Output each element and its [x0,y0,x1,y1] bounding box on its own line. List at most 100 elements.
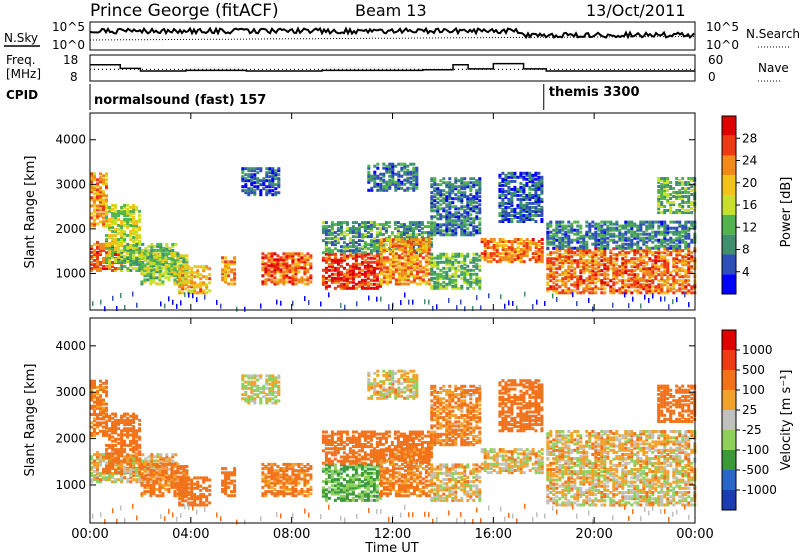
power-echo-cell [472,205,475,208]
power-echo-cell [132,292,134,297]
power-echo-cell [288,280,291,283]
velocity-echo-cell [99,380,102,383]
power-echo-cell [102,198,105,201]
power-echo-cell [102,257,105,260]
power-echo-cell [111,234,114,237]
power-echo-cell [117,228,120,231]
power-echo-cell [463,267,466,270]
power-echo-cell [684,259,687,262]
velocity-echo-cells [90,370,696,525]
power-echo-cell [407,250,410,253]
power-echo-cell [469,259,472,262]
power-echo-cell [376,239,379,242]
power-echo-cell [358,263,361,266]
power-echo-cell [549,235,552,238]
power-echo-cell [253,189,256,192]
power-echo-cell [681,205,684,208]
power-echo-cell [618,265,621,268]
noise-right-tick-top: 10^5 [706,20,739,34]
power-echo-cell [522,184,525,187]
power-echo-cell [379,227,382,230]
power-echo-cell [105,204,108,207]
power-echo-cell [588,259,591,262]
power-echo-cell [475,201,478,204]
power-echo-cell [615,241,618,244]
freq-panel: Freq. [MHz] 18 8 60 0 Nave [6,53,789,84]
power-echo-cell [564,289,567,292]
power-echo-cell [367,221,370,224]
power-echo-cell [370,283,373,286]
power-echo-cell [490,252,493,255]
power-echo-cell [138,240,141,243]
power-echo-cell [171,249,174,252]
power-echo-cell [404,258,407,261]
power-echo-cell [579,245,582,248]
power-echo-cell [525,214,528,217]
power-echo-cell [654,271,657,274]
power-echo-cell [639,233,642,236]
power-echo-cell [250,167,253,170]
power-echo-cell [413,238,416,241]
power-echo-cell [138,214,141,217]
power-echo-cell [413,260,416,263]
power-echo-cell [654,251,657,254]
power-echo-cell [600,259,603,262]
power-echo-cell [457,179,460,182]
power-echo-cell [173,260,176,263]
power-echo-cell [331,237,334,240]
power-echo-cell [409,163,412,166]
power-echo-cell [322,225,325,228]
power-echo-cell [448,257,451,260]
power-echo-cell [651,263,654,266]
power-echo-cell [184,292,186,297]
power-echo-cell [439,179,442,182]
velocity-echo-cell [108,434,111,437]
power-echo-cell [159,243,162,246]
power-echo-cell [123,210,126,213]
power-echo-cell [407,240,410,243]
power-echo-cell [352,249,355,252]
power-echo-cell [439,203,442,206]
power-echo-cell [135,251,138,254]
power-echo-cell [344,305,346,310]
power-echo-cell [529,258,532,261]
power-echo-cell [178,267,181,270]
power-echo-cell [532,252,535,255]
power-echo-cell [573,239,576,242]
power-echo-cell [343,241,346,244]
power-echo-cell [516,220,519,223]
power-echo-cell [636,263,639,266]
power-echo-cell [496,242,499,245]
power-echo-cell [364,241,367,244]
power-echo-cell [516,188,519,191]
power-echo-cell [666,199,669,202]
power-echo-cell [386,266,389,269]
power-echo-cell [129,249,132,252]
power-echo-cell [457,189,460,192]
power-echo-cell [297,270,300,273]
power-echo-cell [143,264,146,267]
power-echo-cell [247,187,250,190]
power-echo-cell [594,267,597,270]
power-echo-cell [430,229,433,232]
power-echo-cell [561,221,564,224]
power-echo-cell [672,191,675,194]
power-echo-cell [657,239,660,242]
power-echo-cell [627,251,630,254]
power-echo-cell [636,225,639,228]
power-echo-cell [466,195,469,198]
power-echo-cell [472,269,475,272]
power-echo-cell [117,256,120,259]
power-echo-cell [645,267,648,270]
velocity-echo-cell [123,419,126,422]
power-echo-cell [439,207,442,210]
power-echo-cell [618,279,621,282]
power-echo-cell [256,171,259,174]
power-echo-cell [277,191,280,194]
power-echo-cell [352,285,355,288]
power-echo-cell [227,274,230,277]
power-echo-cell [642,265,645,268]
power-echo-cell [433,271,436,274]
power-echo-cell [150,243,153,246]
power-echo-cell [320,301,322,306]
